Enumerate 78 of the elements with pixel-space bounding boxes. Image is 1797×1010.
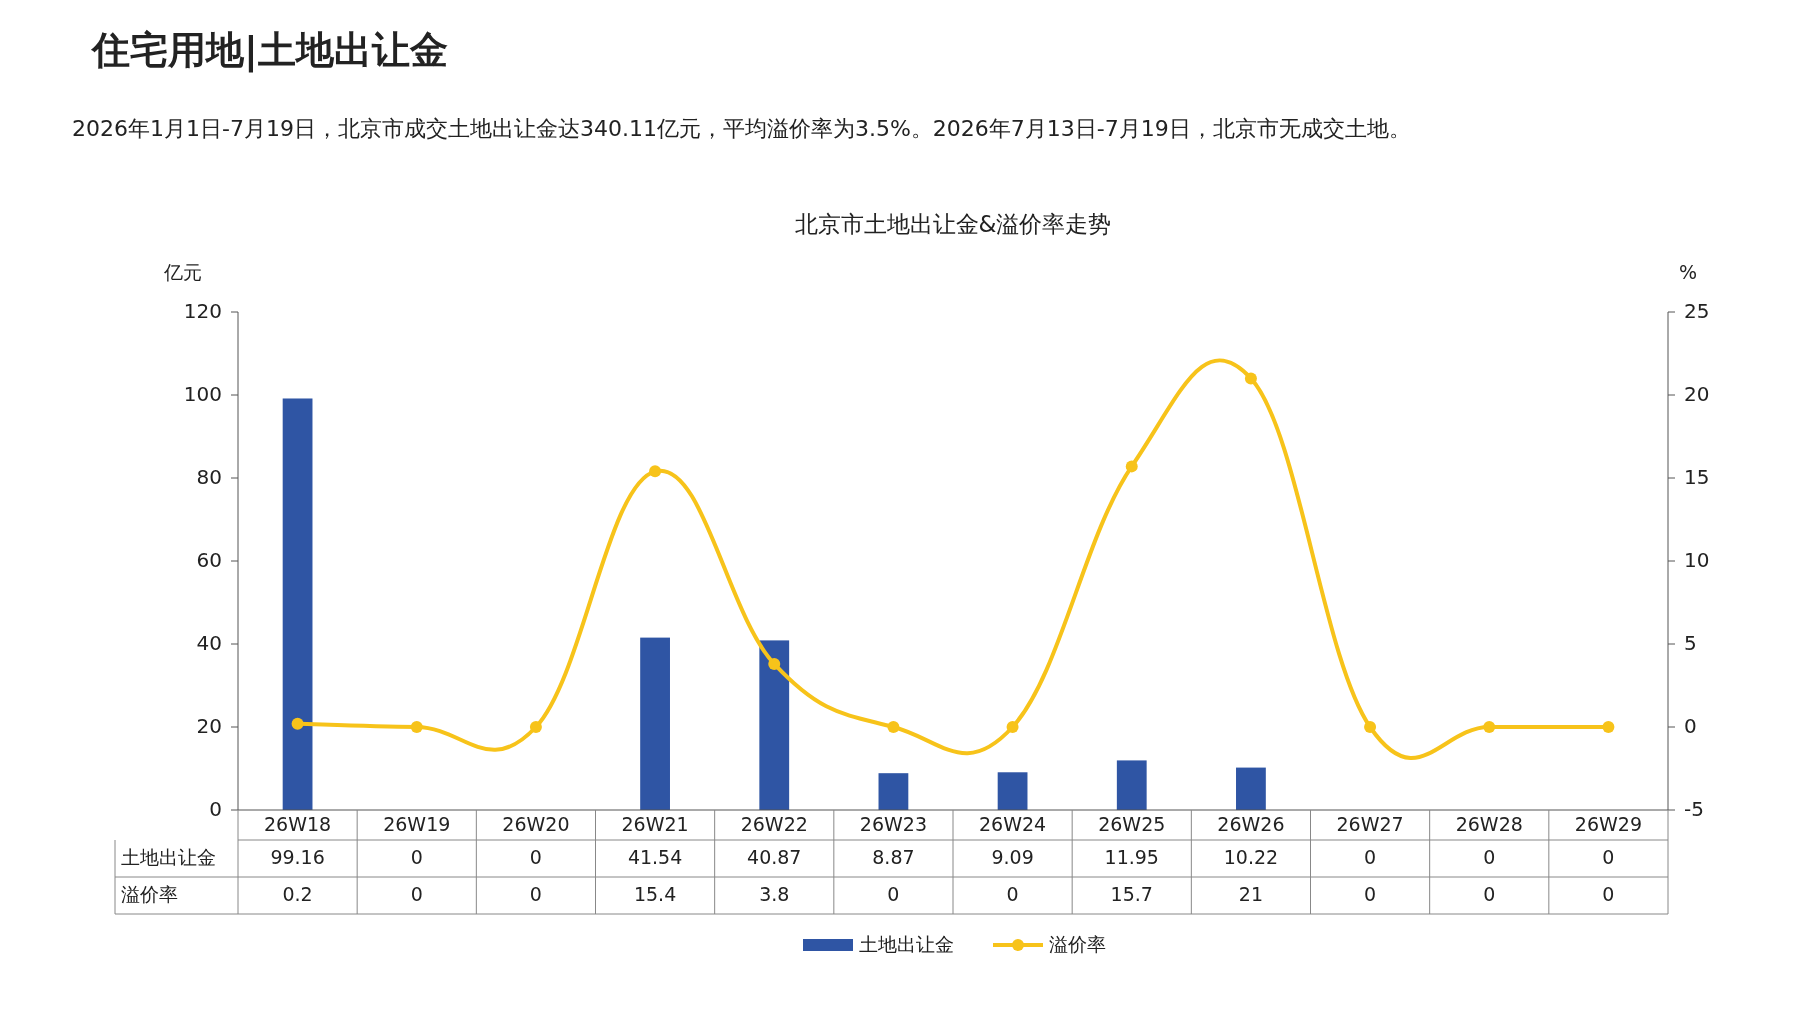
text: 住宅用地|土地出让金 xyxy=(90,27,448,73)
x-tick-label: 26W27 xyxy=(1336,812,1404,835)
x-tick-label: 26W24 xyxy=(979,812,1047,835)
x-tick-label: 26W22 xyxy=(740,812,808,835)
bar xyxy=(1236,767,1266,810)
point xyxy=(1483,721,1496,733)
point xyxy=(768,657,781,670)
data-label: 0 xyxy=(410,883,423,905)
x-tick-label: 26W26 xyxy=(1217,812,1285,835)
x-tick-label: 26W23 xyxy=(859,812,927,835)
y2-tick-label: 25 xyxy=(1684,298,1710,323)
data-label: 0 xyxy=(1364,883,1377,905)
y2-tick-label: 5 xyxy=(1684,630,1697,655)
x-tick-label: 26W25 xyxy=(1098,812,1166,835)
data-label: 0 xyxy=(529,883,542,905)
x-tick-label: 26W18 xyxy=(264,812,332,835)
point xyxy=(410,721,423,733)
point xyxy=(1244,372,1257,385)
point xyxy=(1125,460,1138,473)
text: 溢价率 xyxy=(121,883,178,905)
y-axis-title: 亿元 xyxy=(163,260,202,283)
data-label: 0 xyxy=(1364,846,1377,868)
bar xyxy=(997,772,1028,810)
data-label: 3.8 xyxy=(759,883,790,905)
data-label: 0 xyxy=(529,846,542,868)
y-tick-label: 60 xyxy=(196,547,222,572)
y2-tick-label: 20 xyxy=(1684,381,1710,406)
data-label: 0 xyxy=(1483,846,1496,868)
bar xyxy=(759,640,790,810)
x-tick-label: 26W29 xyxy=(1574,812,1642,835)
data-label: 0 xyxy=(887,883,900,905)
data-label: 15.4 xyxy=(633,883,677,905)
y2-tick-label: 0 xyxy=(1684,713,1697,738)
data-label: 0.2 xyxy=(282,883,313,905)
bar xyxy=(282,398,313,810)
bar xyxy=(640,637,670,810)
x-tick-label: 26W20 xyxy=(502,812,570,835)
point xyxy=(1364,721,1377,733)
y2-tick-label: 15 xyxy=(1684,464,1710,489)
x-tick-label: 26W19 xyxy=(383,812,451,835)
legend-label: 溢价率 xyxy=(1049,932,1106,955)
point xyxy=(649,465,662,478)
chart-title: 北京市土地出让金&溢价率走势 xyxy=(794,210,1112,237)
data-label: 0 xyxy=(1602,883,1615,905)
y2-tick-label: -5 xyxy=(1684,796,1704,821)
data-label: 9.09 xyxy=(991,846,1034,868)
data-label: 0 xyxy=(410,846,423,868)
bar xyxy=(878,773,909,810)
data-label: 21 xyxy=(1238,883,1264,905)
y2-tick-label: 10 xyxy=(1684,547,1710,572)
data-label: 15.7 xyxy=(1110,883,1153,905)
y-tick-label: 100 xyxy=(183,381,222,406)
data-label: 0 xyxy=(1006,883,1019,905)
text: 土地出让金 xyxy=(121,846,216,868)
y-tick-label: 0 xyxy=(209,796,222,821)
point xyxy=(1006,721,1019,733)
point xyxy=(1602,721,1615,733)
point xyxy=(291,717,304,730)
data-label: 41.54 xyxy=(627,846,683,868)
y-tick-label: 40 xyxy=(196,630,222,655)
data-label: 0 xyxy=(1483,883,1496,905)
y-tick-label: 120 xyxy=(183,298,222,323)
data-label: 11.95 xyxy=(1104,846,1159,868)
text: 2026年1月1日-7月19日，北京市成交土地出让金达340.11亿元，平均溢价率为3.5%。2026年7月13日-7月19日，北京市无成交土地。 xyxy=(72,116,1411,141)
data-label: 8.87 xyxy=(872,846,915,868)
y-tick-label: 20 xyxy=(196,713,222,738)
y2-axis-title: % xyxy=(1678,260,1698,283)
x-tick-label: 26W21 xyxy=(621,812,689,835)
bar xyxy=(1116,760,1147,810)
y-tick-label: 80 xyxy=(196,464,222,489)
data-label: 10.22 xyxy=(1223,846,1279,868)
data-label: 0 xyxy=(1602,846,1615,868)
data-label: 99.16 xyxy=(270,846,325,868)
legend-label: 土地出让金 xyxy=(859,932,954,955)
point xyxy=(887,721,900,733)
point xyxy=(529,721,542,733)
x-tick-label: 26W28 xyxy=(1455,812,1523,835)
data-label: 40.87 xyxy=(747,846,802,868)
